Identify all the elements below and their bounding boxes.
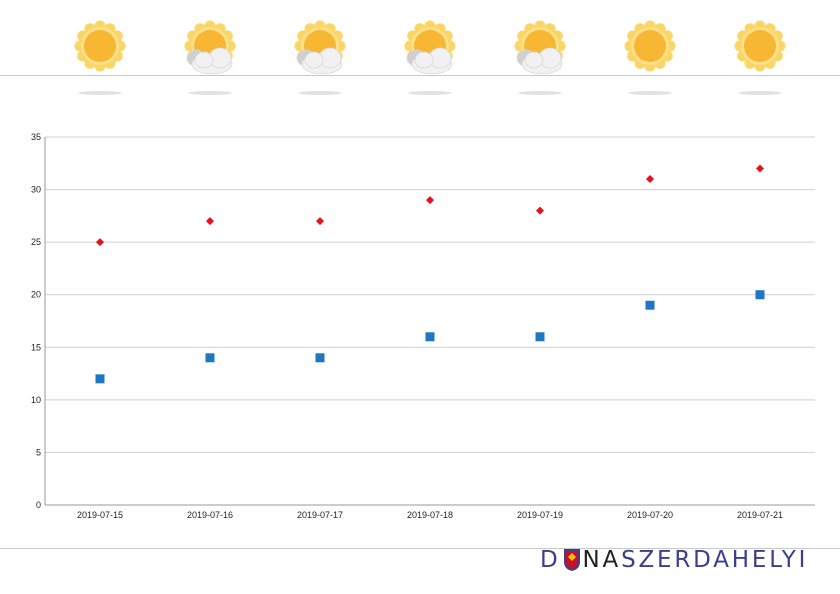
data-point-diamond [96, 238, 104, 247]
data-point-diamond [426, 196, 434, 205]
y-tick-label: 5 [36, 447, 41, 457]
sun-behind-cloud-icon [178, 18, 242, 98]
sun-behind-cloud-icon [288, 18, 352, 98]
x-tick-label: 2019-07-17 [297, 510, 343, 520]
x-tick-label: 2019-07-20 [627, 510, 673, 520]
brand-logo-d: D [540, 547, 561, 573]
data-point-square [535, 332, 545, 342]
chart-axes: 0 5 10 15 20 25 30 35 2019-07-15 2019-07-16 2019-0… [31, 132, 783, 520]
bottom-divider [0, 548, 840, 549]
y-tick-label: 0 [36, 500, 41, 510]
brand-logo-na: NA [582, 547, 622, 573]
data-point-diamond [316, 217, 324, 226]
y-tick-label: 35 [31, 132, 41, 142]
x-tick-label: 2019-07-21 [737, 510, 783, 520]
data-point-diamond [646, 175, 654, 184]
y-tick-label: 30 [31, 185, 41, 195]
brand-logo: D NA SZERDAHELYI [540, 542, 808, 578]
y-tick-label: 15 [31, 342, 41, 352]
sun-icon [618, 18, 682, 98]
x-tick-label: 2019-07-19 [517, 510, 563, 520]
brand-logo-szerdahelyi: SZERDAHELYI [621, 547, 809, 573]
x-tick-label: 2019-07-15 [77, 510, 123, 520]
y-tick-label: 20 [31, 290, 41, 300]
data-point-square [205, 353, 215, 363]
top-divider [0, 75, 840, 76]
sun-behind-cloud-icon [508, 18, 572, 98]
temperature-chart: 0 5 10 15 20 25 30 35 2019-07-15 2019-07-16 2019-0… [31, 132, 815, 520]
data-point-diamond [756, 164, 764, 173]
data-point-square [425, 332, 435, 342]
data-point-square [755, 290, 765, 300]
y-tick-label: 25 [31, 237, 41, 247]
chart-grid [45, 136, 815, 506]
sun-behind-cloud-icon [398, 18, 462, 98]
chart-marks [95, 164, 765, 384]
data-point-square [645, 300, 655, 310]
sun-icon [68, 18, 132, 98]
data-point-square [95, 374, 105, 384]
y-tick-label: 10 [31, 395, 41, 405]
brand-logo-emblem-icon [563, 548, 581, 572]
data-point-diamond [536, 206, 544, 215]
x-tick-label: 2019-07-16 [187, 510, 233, 520]
sun-icon [728, 18, 792, 98]
weather-forecast-strip [0, 0, 840, 100]
x-tick-label: 2019-07-18 [407, 510, 453, 520]
data-point-diamond [206, 217, 214, 226]
data-point-square [315, 353, 325, 363]
